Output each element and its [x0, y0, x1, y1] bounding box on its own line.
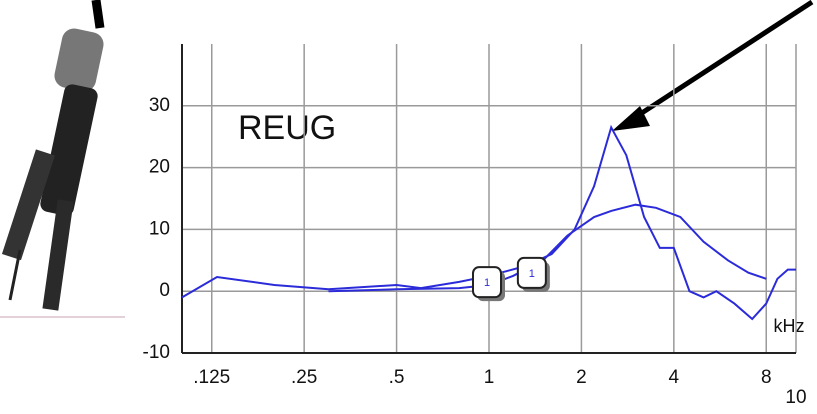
- x-tick-label: .125: [193, 367, 230, 388]
- x-tick-label: 4: [669, 367, 680, 388]
- arrow: [612, 0, 814, 131]
- marker: [472, 266, 502, 299]
- y-tick-label: 10: [149, 218, 170, 239]
- y-tick-label: -10: [143, 342, 170, 363]
- x-tick-label: .5: [389, 367, 405, 388]
- y-tick-label: 0: [159, 280, 170, 301]
- x-tick-label: 2: [576, 367, 587, 388]
- x-tick-label: .25: [291, 367, 317, 388]
- line-series: [181, 124, 796, 321]
- y-tick-label: 20: [149, 157, 170, 178]
- marker: [516, 256, 547, 289]
- marker-label: 1: [529, 268, 535, 280]
- x-tick-label: 1: [484, 367, 495, 388]
- y-tick-label: 30: [149, 95, 170, 116]
- x-tick-label: 10: [785, 387, 806, 408]
- x-axis-label: kHz: [774, 316, 805, 336]
- grid: [182, 44, 797, 354]
- marker-label: 1: [484, 277, 490, 289]
- annotation: REUG: [238, 109, 336, 147]
- x-tick-label: 8: [761, 367, 772, 388]
- microphone-image: [0, 0, 125, 318]
